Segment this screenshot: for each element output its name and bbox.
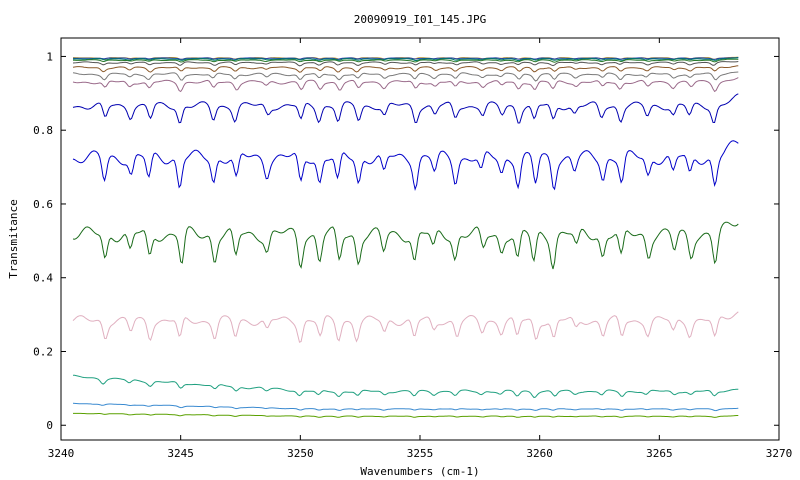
y-tick-label: 0.6 <box>33 198 53 211</box>
x-axis: 3240 3245 3250 3255 3260 3265 3270 <box>48 38 793 460</box>
series-line <box>72 61 739 67</box>
series-line <box>72 374 739 399</box>
series-line <box>72 221 739 270</box>
series-line <box>72 93 739 124</box>
y-tick-label: 0.2 <box>33 345 53 358</box>
x-tick-label: 3240 <box>48 447 75 460</box>
y-tick-label: 1 <box>46 50 53 63</box>
y-tick-label: 0.4 <box>33 272 53 285</box>
y-tick-label: 0.8 <box>33 124 53 137</box>
x-tick-label: 3255 <box>407 447 434 460</box>
series-line <box>72 65 739 73</box>
series-line <box>72 57 739 62</box>
series-line <box>72 402 739 412</box>
series-group <box>72 56 739 418</box>
series-line <box>73 412 739 418</box>
x-tick-label: 3265 <box>646 447 673 460</box>
series-line <box>73 56 739 60</box>
y-tick-label: 0 <box>46 419 53 432</box>
series-line <box>72 71 739 82</box>
x-tick-label: 3260 <box>526 447 553 460</box>
x-tick-label: 3250 <box>287 447 314 460</box>
y-axis: 0 0.2 0.4 0.6 0.8 1 <box>33 50 779 432</box>
chart-title: 20090919_I01_145.JPG <box>354 13 486 26</box>
series-line <box>72 140 739 192</box>
x-tick-label: 3245 <box>167 447 194 460</box>
y-axis-title: Transmitance <box>7 199 20 278</box>
series-line <box>72 311 739 343</box>
x-axis-title: Wavenumbers (cm-1) <box>360 465 479 478</box>
x-tick-label: 3270 <box>766 447 793 460</box>
series-line <box>73 58 739 63</box>
series-line <box>72 77 739 93</box>
